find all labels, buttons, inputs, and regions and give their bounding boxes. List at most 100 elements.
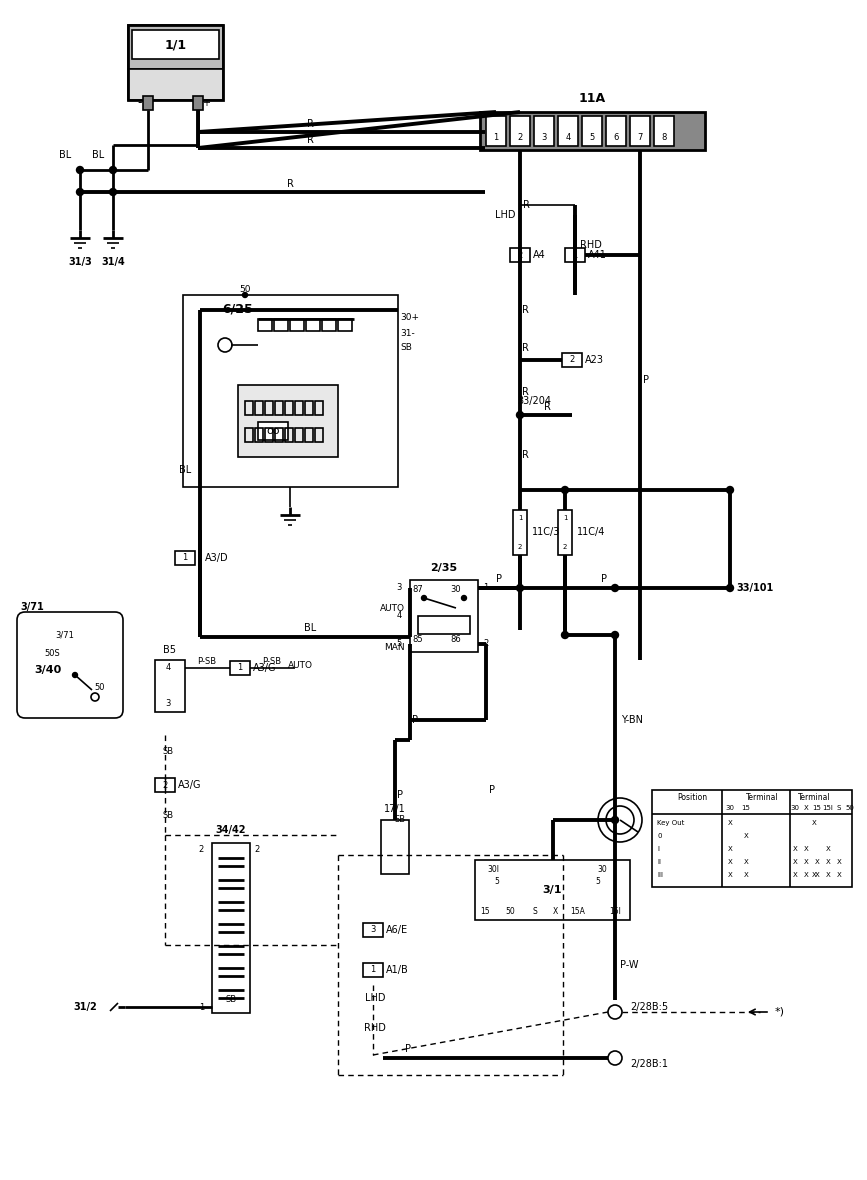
Bar: [285, 428, 293, 442]
Bar: [193, 96, 203, 110]
Bar: [285, 401, 293, 415]
Text: B5: B5: [164, 645, 177, 655]
Circle shape: [562, 631, 569, 638]
Text: 1: 1: [563, 514, 567, 522]
Text: A4: A4: [533, 250, 545, 260]
Text: 86: 86: [451, 636, 461, 644]
Bar: [381, 820, 409, 874]
Text: 3/71: 3/71: [55, 630, 75, 640]
Text: 15: 15: [741, 805, 751, 811]
Text: 50: 50: [505, 906, 515, 916]
Text: 50: 50: [239, 284, 251, 294]
Text: 31-: 31-: [400, 328, 414, 337]
Circle shape: [562, 486, 569, 493]
Text: X: X: [837, 859, 841, 865]
Bar: [275, 401, 283, 415]
Text: 2: 2: [162, 780, 167, 789]
Bar: [212, 843, 250, 1012]
Text: X: X: [744, 872, 748, 878]
Text: A23: A23: [585, 355, 604, 365]
Text: X: X: [825, 872, 831, 878]
Bar: [305, 428, 313, 442]
Circle shape: [611, 817, 618, 824]
Circle shape: [727, 486, 733, 493]
Text: P-W: P-W: [620, 961, 638, 970]
Text: 4: 4: [166, 663, 171, 673]
Text: R: R: [307, 135, 314, 145]
Text: 4: 4: [397, 611, 402, 621]
Bar: [245, 401, 253, 415]
Bar: [654, 116, 674, 146]
Text: X: X: [727, 846, 733, 852]
Bar: [265, 401, 273, 415]
Text: 3: 3: [396, 583, 402, 592]
Text: BL: BL: [179, 465, 191, 476]
Text: 15: 15: [480, 906, 490, 916]
Circle shape: [109, 166, 116, 173]
Text: 1: 1: [518, 514, 522, 522]
Text: X: X: [552, 906, 557, 916]
Bar: [410, 581, 478, 653]
Text: AUTO: AUTO: [288, 662, 312, 670]
Text: Terminal: Terminal: [798, 793, 831, 802]
Text: 7: 7: [637, 133, 642, 143]
Bar: [558, 116, 578, 146]
Bar: [363, 923, 383, 937]
Text: Terminal: Terminal: [746, 793, 779, 802]
Circle shape: [73, 673, 77, 677]
Text: 2: 2: [518, 133, 523, 143]
Text: *): *): [775, 1007, 785, 1017]
Bar: [315, 428, 323, 442]
Text: 2/28B:1: 2/28B:1: [630, 1058, 668, 1069]
Text: 5: 5: [590, 133, 595, 143]
Text: R: R: [522, 450, 529, 460]
Text: 3: 3: [166, 700, 171, 708]
Text: 3/40: 3/40: [35, 666, 62, 675]
Text: X: X: [804, 872, 808, 878]
Text: RHD: RHD: [580, 240, 602, 250]
Text: 1: 1: [182, 553, 187, 563]
Text: R: R: [287, 179, 293, 189]
Text: BL: BL: [92, 150, 104, 160]
Text: SB: SB: [162, 747, 173, 756]
Text: oo: oo: [266, 426, 280, 435]
Bar: [132, 31, 219, 59]
Text: 50S: 50S: [44, 649, 60, 657]
Text: BL: BL: [303, 623, 316, 632]
Text: SB: SB: [394, 815, 406, 825]
Circle shape: [461, 596, 466, 601]
Text: 50: 50: [95, 682, 105, 691]
Bar: [510, 248, 530, 262]
Text: 2: 2: [483, 640, 488, 649]
Text: R: R: [522, 343, 529, 353]
Bar: [306, 319, 320, 332]
Text: 30I: 30I: [487, 865, 499, 873]
Bar: [295, 401, 303, 415]
Text: LHD: LHD: [494, 210, 515, 219]
Bar: [630, 116, 650, 146]
Text: A3/G: A3/G: [253, 663, 277, 673]
Text: P: P: [489, 785, 495, 795]
Text: X: X: [815, 872, 819, 878]
Text: BL: BL: [59, 150, 71, 160]
Bar: [128, 68, 223, 100]
Text: 2: 2: [563, 544, 567, 550]
Text: 2/35: 2/35: [430, 563, 458, 573]
Text: 2: 2: [570, 355, 575, 365]
Text: 11C/4: 11C/4: [577, 527, 605, 538]
Text: 1: 1: [238, 663, 243, 673]
Bar: [305, 401, 313, 415]
Text: 8: 8: [662, 133, 667, 143]
Circle shape: [517, 584, 524, 591]
Text: 33/101: 33/101: [736, 583, 773, 594]
Text: X: X: [727, 859, 733, 865]
Text: 50: 50: [845, 805, 855, 811]
Circle shape: [421, 596, 427, 601]
Text: 0: 0: [657, 833, 662, 839]
Text: 1: 1: [493, 133, 499, 143]
Text: R: R: [522, 387, 529, 396]
Text: III: III: [657, 872, 663, 878]
Bar: [245, 428, 253, 442]
Text: AUTO: AUTO: [380, 604, 405, 614]
Text: 31/2: 31/2: [73, 1002, 97, 1012]
